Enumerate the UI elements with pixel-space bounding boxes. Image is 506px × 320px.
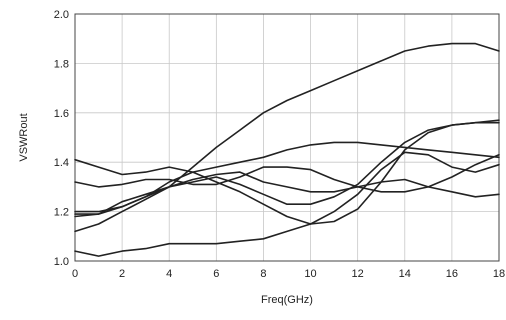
x-tick-label: 12 [352, 268, 364, 280]
x-tick-label: 18 [493, 268, 505, 280]
y-tick-label: 1.6 [54, 108, 69, 120]
y-tick-label: 1.0 [54, 256, 69, 268]
x-tick-label: 2 [119, 268, 125, 280]
y-axis-title: VSWRout [18, 113, 30, 161]
series-line-6 [74, 151, 500, 257]
x-tick-label: 8 [260, 268, 266, 280]
series-line-7 [74, 141, 500, 213]
x-tick-label: 6 [213, 268, 219, 280]
series-line-4 [74, 121, 500, 218]
x-tick-label: 10 [304, 268, 316, 280]
series-line-2 [74, 119, 500, 225]
y-tick-label: 1.8 [54, 58, 69, 70]
x-tick-label: 0 [72, 268, 78, 280]
y-tick-labels: 1.0 1.2 1.4 1.6 1.8 2.0 [54, 9, 69, 268]
x-tick-label: 4 [166, 268, 172, 280]
series-line-5 [74, 171, 500, 233]
y-tick-label: 2.0 [54, 9, 69, 21]
plot-frame [74, 13, 500, 262]
x-axis-title: Freq(GHz) [261, 294, 313, 306]
x-tick-label: 16 [446, 268, 458, 280]
series-layer [74, 42, 500, 257]
x-tick-label: 14 [399, 268, 411, 280]
grid [75, 14, 499, 261]
y-tick-label: 1.2 [54, 207, 69, 219]
x-tick-labels: 0 2 4 6 8 10 12 14 16 18 [72, 268, 505, 280]
y-tick-label: 1.4 [54, 157, 69, 169]
